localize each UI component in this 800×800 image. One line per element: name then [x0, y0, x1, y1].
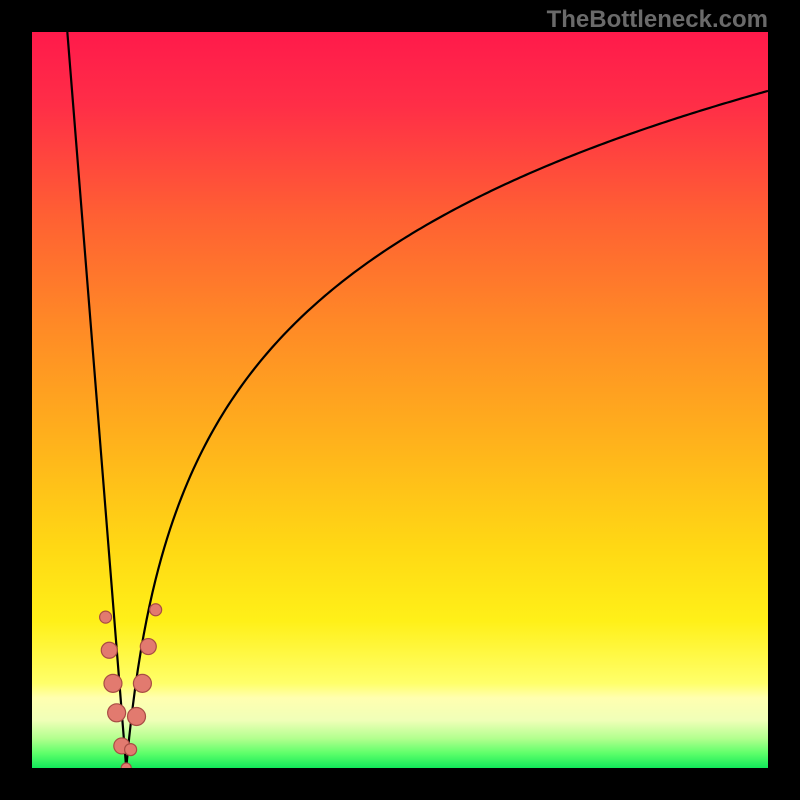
watermark-text: TheBottleneck.com — [547, 6, 768, 34]
marker-point — [140, 639, 156, 655]
marker-group — [100, 604, 162, 768]
marker-point — [104, 674, 122, 692]
curve-left — [67, 32, 126, 768]
marker-point — [125, 744, 137, 756]
marker-point — [121, 763, 131, 768]
marker-point — [128, 707, 146, 725]
marker-point — [108, 704, 126, 722]
curve-right — [126, 91, 768, 768]
marker-point — [100, 611, 112, 623]
plot-area — [32, 32, 768, 768]
marker-point — [150, 604, 162, 616]
marker-point — [133, 674, 151, 692]
marker-point — [101, 642, 117, 658]
chart-svg — [32, 32, 768, 768]
